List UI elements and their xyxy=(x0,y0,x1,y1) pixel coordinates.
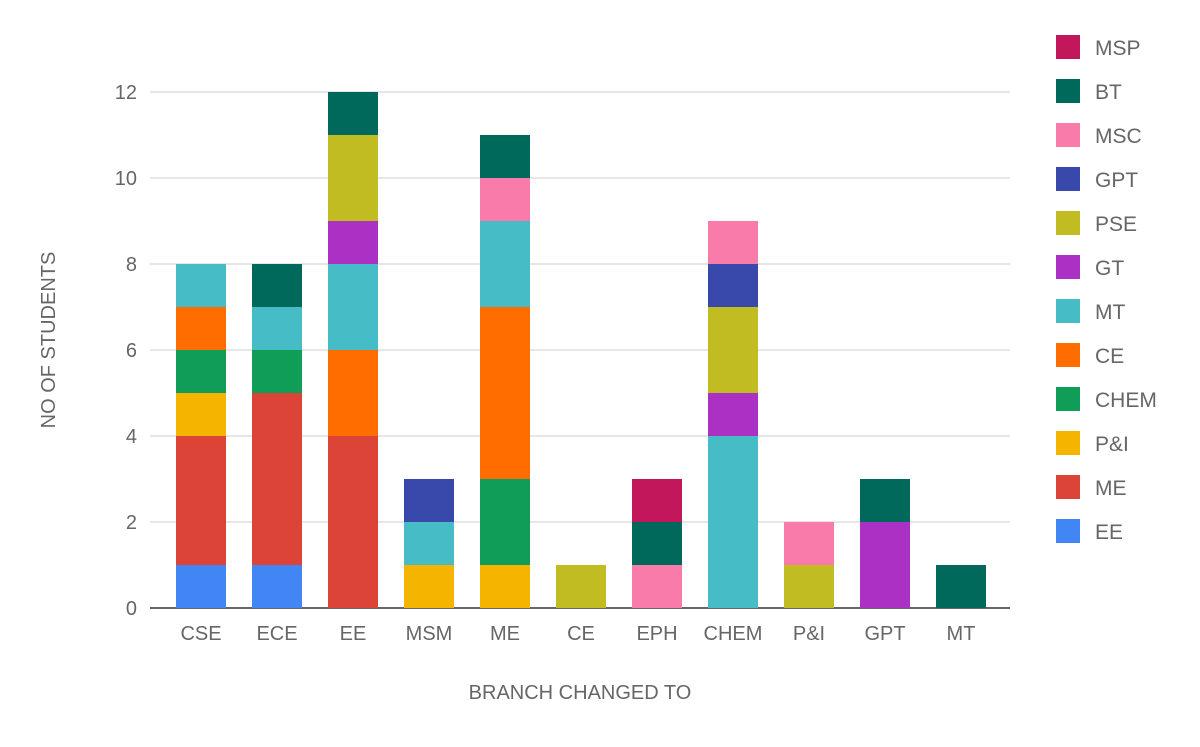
legend-label: ME xyxy=(1095,477,1127,500)
bar-segment-ECE-ME[interactable] xyxy=(252,393,302,565)
legend-swatch xyxy=(1056,79,1080,103)
legend-label: BT xyxy=(1095,81,1122,104)
bar-segment-EE-BT[interactable] xyxy=(328,92,378,135)
legend-label: EE xyxy=(1095,521,1123,544)
y-tick-label: 8 xyxy=(126,254,137,276)
y-tick-labels: 0 2 4 6 8 10 12 xyxy=(115,82,137,620)
y-axis-title: NO OF STUDENTS xyxy=(38,252,60,429)
bar-segment-ECE-BT[interactable] xyxy=(252,264,302,307)
legend-label: CHEM xyxy=(1095,389,1157,412)
x-axis-title: BRANCH CHANGED TO xyxy=(469,682,692,704)
bar-segment-MSM-MT[interactable] xyxy=(404,522,454,565)
bar-segment-CSE-MT[interactable] xyxy=(176,264,226,307)
bar-segment-MSM-P&I[interactable] xyxy=(404,565,454,608)
legend-label: GPT xyxy=(1095,169,1138,192)
bar-segment-CSE-ME[interactable] xyxy=(176,436,226,565)
legend-label: CE xyxy=(1095,345,1124,368)
legend-swatch xyxy=(1056,211,1080,235)
x-tick-label: ECE xyxy=(256,623,297,645)
x-tick-label: MSM xyxy=(406,623,453,645)
legend-swatch xyxy=(1056,387,1080,411)
bar-segment-CSE-CE[interactable] xyxy=(176,307,226,350)
x-tick-labels: CSE ECE EE MSM ME CE EPH CHEM P&I GPT MT xyxy=(180,623,975,645)
legend-label: MSP xyxy=(1095,37,1141,60)
bar-segment-MT-BT[interactable] xyxy=(936,565,986,608)
bar-segment-ECE-CHEM[interactable] xyxy=(252,350,302,393)
legend-swatch xyxy=(1056,519,1080,543)
bar-segment-EPH-MSP[interactable] xyxy=(632,479,682,522)
bar-segment-CHEM-MSC[interactable] xyxy=(708,221,758,264)
bar-segment-ME-CE[interactable] xyxy=(480,307,530,479)
bar-segment-EE-ME[interactable] xyxy=(328,436,378,608)
bar-segment-MSM-GPT[interactable] xyxy=(404,479,454,522)
y-tick-label: 0 xyxy=(126,598,137,620)
bar-segment-EE-GT[interactable] xyxy=(328,221,378,264)
legend-swatch xyxy=(1056,475,1080,499)
bar-segment-ECE-EE[interactable] xyxy=(252,565,302,608)
legend-swatch xyxy=(1056,167,1080,191)
bar-segment-P&I-MSC[interactable] xyxy=(784,522,834,565)
bar-segment-EE-MT[interactable] xyxy=(328,264,378,350)
bar-segment-CHEM-MT[interactable] xyxy=(708,436,758,608)
legend-swatch xyxy=(1056,255,1080,279)
bar-segment-ME-P&I[interactable] xyxy=(480,565,530,608)
x-tick-label: EPH xyxy=(636,623,677,645)
bar-segment-CSE-P&I[interactable] xyxy=(176,393,226,436)
x-tick-label: CSE xyxy=(180,623,221,645)
bar-segment-CHEM-PSE[interactable] xyxy=(708,307,758,393)
bar-segment-EPH-MSC[interactable] xyxy=(632,565,682,608)
y-tick-label: 10 xyxy=(115,168,137,190)
bar-segment-GPT-BT[interactable] xyxy=(860,479,910,522)
bar-segment-CSE-CHEM[interactable] xyxy=(176,350,226,393)
y-tick-label: 4 xyxy=(126,426,137,448)
legend-label: MT xyxy=(1095,301,1125,324)
bar-segment-EE-CE[interactable] xyxy=(328,350,378,436)
x-tick-label: CE xyxy=(567,623,595,645)
y-tick-label: 2 xyxy=(126,512,137,534)
legend-swatch xyxy=(1056,299,1080,323)
bar-segment-ME-CHEM[interactable] xyxy=(480,479,530,565)
bar-segment-GPT-GT[interactable] xyxy=(860,522,910,608)
bar-segment-CHEM-GPT[interactable] xyxy=(708,264,758,307)
bar-segment-ME-MSC[interactable] xyxy=(480,178,530,221)
bar-segment-P&I-PSE[interactable] xyxy=(784,565,834,608)
y-tick-label: 12 xyxy=(115,82,137,104)
x-tick-label: MT xyxy=(947,623,976,645)
x-tick-label: EE xyxy=(340,623,367,645)
legend-label: PSE xyxy=(1095,213,1137,236)
x-tick-label: P&I xyxy=(793,623,825,645)
y-tick-label: 6 xyxy=(126,340,137,362)
bar-segment-CE-PSE[interactable] xyxy=(556,565,606,608)
bars xyxy=(176,92,986,608)
x-tick-label: GPT xyxy=(864,623,905,645)
legend-label: GT xyxy=(1095,257,1124,280)
x-tick-label: CHEM xyxy=(704,623,763,645)
bar-segment-EE-PSE[interactable] xyxy=(328,135,378,221)
legend-swatch xyxy=(1056,343,1080,367)
bar-segment-CSE-EE[interactable] xyxy=(176,565,226,608)
legend: MSP BT MSC GPT PSE GT MT CE CHEM P&I ME EE xyxy=(1056,35,1157,544)
bar-segment-ME-MT[interactable] xyxy=(480,221,530,307)
legend-label: MSC xyxy=(1095,125,1142,148)
legend-swatch xyxy=(1056,35,1080,59)
legend-label: P&I xyxy=(1095,433,1129,456)
legend-swatch xyxy=(1056,123,1080,147)
legend-swatch xyxy=(1056,431,1080,455)
bar-segment-ME-BT[interactable] xyxy=(480,135,530,178)
bar-segment-CHEM-GT[interactable] xyxy=(708,393,758,436)
x-tick-label: ME xyxy=(490,623,520,645)
bar-segment-ECE-MT[interactable] xyxy=(252,307,302,350)
bar-segment-EPH-BT[interactable] xyxy=(632,522,682,565)
